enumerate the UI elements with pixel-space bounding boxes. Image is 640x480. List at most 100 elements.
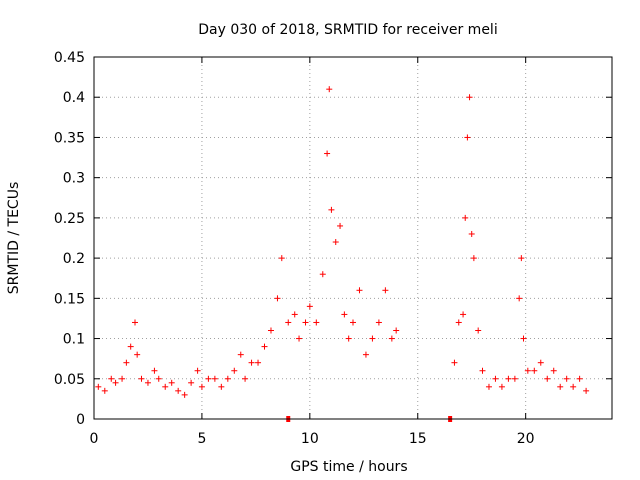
- data-point: [95, 383, 102, 390]
- data-point: [518, 255, 525, 262]
- y-tick-label: 0.15: [54, 291, 85, 307]
- data-point: [291, 311, 298, 318]
- y-tick-label: 0.35: [54, 130, 85, 146]
- data-point: [211, 375, 218, 382]
- data-point: [326, 86, 333, 93]
- data-point: [261, 343, 268, 350]
- data-point: [151, 367, 158, 374]
- data-point: [470, 255, 477, 262]
- data-point: [296, 335, 303, 342]
- data-point: [324, 150, 331, 157]
- data-point: [188, 379, 195, 386]
- data-point: [255, 359, 262, 366]
- grid-lines: [94, 57, 612, 419]
- y-tick-label: 0.4: [63, 90, 85, 106]
- data-point: [138, 375, 145, 382]
- data-point: [393, 327, 400, 334]
- data-point: [492, 375, 499, 382]
- data-point: [337, 222, 344, 229]
- data-point: [520, 335, 527, 342]
- data-point: [451, 359, 458, 366]
- data-point: [550, 367, 557, 374]
- data-point: [108, 375, 115, 382]
- data-point: [464, 134, 471, 141]
- y-tick-label: 0.05: [54, 372, 85, 388]
- data-point: [345, 335, 352, 342]
- y-axis: 0 0.05 0.1 0.15 0.2 0.25 0.3 0.35 0.4 0.45: [54, 50, 612, 428]
- data-point: [557, 383, 564, 390]
- x-tick-label: 15: [409, 431, 427, 447]
- data-point: [583, 387, 590, 394]
- data-point: [498, 383, 505, 390]
- data-point: [112, 379, 119, 386]
- data-point: [524, 367, 531, 374]
- data-point: [248, 359, 255, 366]
- data-point: [101, 387, 108, 394]
- data-point: [462, 214, 469, 221]
- data-point: [479, 367, 486, 374]
- y-tick-label: 0.1: [63, 332, 85, 348]
- data-point: [544, 375, 551, 382]
- data-point: [205, 375, 212, 382]
- x-tick-label: 5: [197, 431, 206, 447]
- data-point: [362, 351, 369, 358]
- data-point: [162, 383, 169, 390]
- data-point: [563, 375, 570, 382]
- data-point: [119, 375, 126, 382]
- data-point: [181, 391, 188, 398]
- data-point: [328, 206, 335, 213]
- data-point: [168, 379, 175, 386]
- data-point: [198, 383, 205, 390]
- y-tick-label: 0.2: [63, 251, 85, 267]
- y-tick-label: 0.3: [63, 171, 85, 187]
- data-point: [475, 327, 482, 334]
- plot-frame: [93, 56, 613, 420]
- data-point: [274, 295, 281, 302]
- y-tick-label: 0.45: [54, 50, 85, 66]
- y-axis-label: SRMTID / TECUs: [6, 182, 22, 295]
- data-point: [537, 359, 544, 366]
- data-point: [468, 230, 475, 237]
- data-point: [382, 287, 389, 294]
- data-point: [155, 375, 162, 382]
- data-point: [224, 375, 231, 382]
- data-point: [341, 311, 348, 318]
- x-axis: 0 5 10 15 20: [90, 57, 535, 447]
- data-point: [144, 379, 151, 386]
- y-tick-label: 0: [76, 412, 85, 428]
- scatter-points: [95, 86, 590, 398]
- data-point: [466, 94, 473, 101]
- data-point: [194, 367, 201, 374]
- data-point: [356, 287, 363, 294]
- data-point: [231, 367, 238, 374]
- data-point: [455, 319, 462, 326]
- y-tick-label: 0.25: [54, 211, 85, 227]
- data-point: [267, 327, 274, 334]
- data-point: [375, 319, 382, 326]
- data-point: [313, 319, 320, 326]
- chart-title: Day 030 of 2018, SRMTID for receiver mel…: [198, 22, 497, 38]
- x-tick-label: 20: [517, 431, 535, 447]
- data-point: [132, 319, 139, 326]
- data-point: [123, 359, 130, 366]
- data-point: [237, 351, 244, 358]
- data-point: [350, 319, 356, 326]
- data-point: [516, 295, 523, 302]
- data-point: [570, 383, 577, 390]
- data-point: [285, 319, 292, 326]
- data-point: [485, 383, 492, 390]
- data-point: [306, 303, 313, 310]
- data-point: [388, 335, 395, 342]
- x-tick-label: 10: [301, 431, 319, 447]
- data-point: [127, 343, 134, 350]
- x-tick-label: 0: [90, 431, 99, 447]
- data-point: [278, 255, 285, 262]
- data-point: [175, 387, 182, 394]
- data-point: [302, 319, 309, 326]
- data-point: [460, 311, 467, 318]
- data-point: [242, 375, 249, 382]
- x-axis-label: GPS time / hours: [290, 459, 407, 475]
- data-point: [511, 375, 518, 382]
- data-point: [319, 271, 326, 278]
